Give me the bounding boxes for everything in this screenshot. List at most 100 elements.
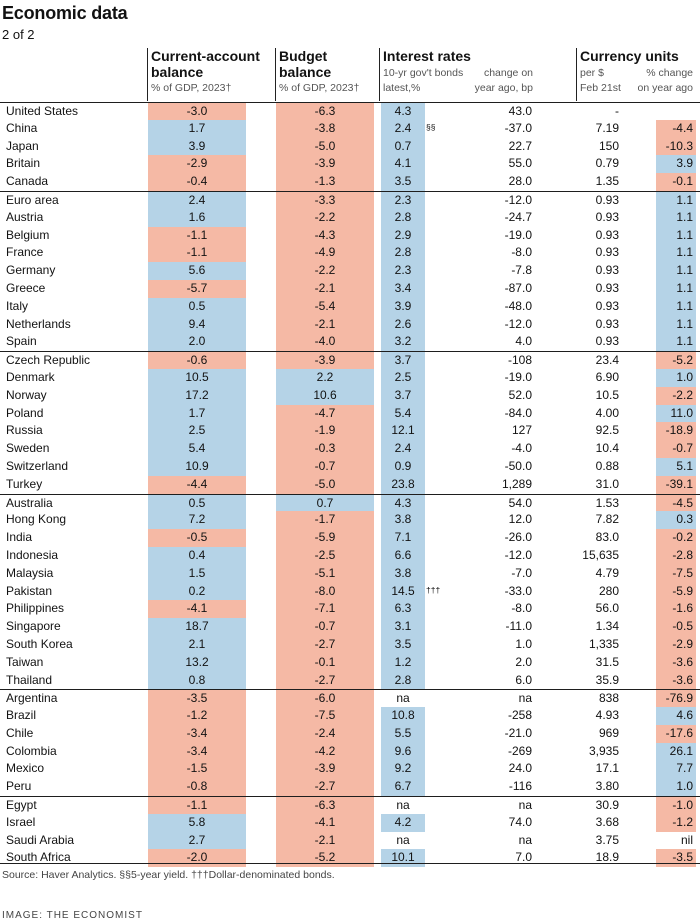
budget-balance-value: -0.3: [276, 440, 374, 458]
footnote-mark: [426, 511, 456, 529]
currency-per-dollar-value: 6.90: [595, 369, 619, 384]
currency-per-dollar-value: 838: [598, 691, 619, 706]
yield-change-value: -12.0: [504, 192, 532, 207]
footnote-mark: [426, 440, 456, 458]
bond-yield-value: 2.8: [381, 208, 425, 227]
budget-balance-value: -2.2: [276, 208, 374, 227]
country-name: Philippines: [6, 601, 65, 616]
current-account-value: 0.5: [148, 297, 246, 316]
currency-per-dollar-value: 1,335: [588, 636, 619, 651]
country-name: Saudi Arabia: [6, 832, 75, 847]
budget-balance-value: -2.7: [276, 671, 374, 690]
currency-change-value: 5.1: [656, 457, 696, 476]
footnote-mark: [426, 209, 456, 227]
footnote-mark: [426, 814, 456, 832]
table-row: Belgium -1.1 -4.3 2.9 -19.0 0.93 1.1: [0, 226, 700, 245]
currency-change-value: 3.9: [656, 155, 696, 174]
table-bottom-rule: [0, 863, 700, 864]
header-title: balance: [279, 64, 332, 80]
table-row: Singapore 18.7 -0.7 3.1 -11.0 1.34 -0.5: [0, 618, 700, 636]
currency-per-dollar-value: 150: [598, 138, 619, 153]
currency-per-dollar-value: 280: [598, 583, 619, 598]
currency-per-dollar-value: 4.93: [595, 708, 619, 723]
country-name: China: [6, 120, 38, 135]
footnote-mark: [426, 547, 456, 565]
current-account-value: 2.7: [148, 831, 246, 850]
country-name: Norway: [6, 387, 47, 402]
currency-change-value: -2.8: [656, 546, 696, 565]
bond-yield-value: 1.2: [381, 653, 425, 672]
header-subtitle: Feb 21st: [580, 82, 621, 94]
current-account-value: 7.2: [148, 511, 246, 530]
country-name: Netherlands: [6, 316, 71, 331]
budget-balance-value: -2.1: [276, 279, 374, 298]
yield-change-value: -48.0: [504, 298, 532, 313]
bond-yield-value: 2.9: [381, 226, 425, 245]
yield-change-value: -258: [507, 708, 532, 723]
bond-yield-value: 4.3: [381, 103, 425, 121]
budget-balance-value: -5.2: [276, 849, 374, 868]
bond-yield-value: 3.9: [381, 297, 425, 316]
footnote-mark: [426, 387, 456, 405]
footnote-mark: [426, 618, 456, 636]
currency-per-dollar-value: 0.88: [595, 458, 619, 473]
footnote-mark: [426, 672, 456, 690]
bond-yield-value: 3.7: [381, 386, 425, 405]
yield-change-value: -33.0: [504, 583, 532, 598]
table-row: Greece -5.7 -2.1 3.4 -87.0 0.93 1.1: [0, 279, 700, 298]
budget-balance-value: -3.3: [276, 191, 374, 210]
current-account-value: 2.4: [148, 191, 246, 210]
currency-change-value: -3.6: [656, 653, 696, 672]
country-name: Taiwan: [6, 654, 44, 669]
current-account-value: 1.7: [148, 404, 246, 423]
currency-per-dollar-value: 0.93: [595, 298, 619, 313]
footnote-mark: [426, 262, 456, 280]
currency-change-value: -2.2: [656, 386, 696, 405]
yield-change-value: -19.0: [504, 369, 532, 384]
current-account-value: -1.5: [148, 760, 246, 779]
currency-change-value: 1.1: [656, 333, 696, 352]
currency-per-dollar-value: 0.93: [595, 316, 619, 331]
yield-change-value: -7.8: [511, 263, 532, 278]
current-account-value: 10.5: [148, 368, 246, 387]
yield-change-value: -12.0: [504, 547, 532, 562]
current-account-value: -1.1: [148, 797, 246, 815]
currency-per-dollar-value: 4.79: [595, 565, 619, 580]
country-name: Greece: [6, 280, 46, 295]
yield-change-value: 28.0: [508, 174, 532, 189]
yield-change-value: 55.0: [508, 156, 532, 171]
currency-per-dollar-value: 10.4: [595, 441, 619, 456]
footnote-mark: [426, 280, 456, 298]
column-divider: [147, 48, 148, 101]
bond-yield-value: 4.2: [381, 813, 425, 832]
budget-balance-value: -4.7: [276, 404, 374, 423]
currency-change-value: 1.1: [656, 315, 696, 334]
table-row: United States -3.0 -6.3 4.3 43.0 -: [0, 102, 700, 121]
page-title: Economic data: [2, 3, 128, 23]
footnote-mark: [426, 760, 456, 778]
bond-yield-value: 6.3: [381, 600, 425, 619]
budget-balance-value: -2.5: [276, 546, 374, 565]
table-row: China 1.7 -3.8 2.4 §§ -37.0 7.19 -4.4: [0, 119, 700, 138]
current-account-value: 5.8: [148, 813, 246, 832]
budget-balance-value: -4.0: [276, 333, 374, 352]
image-credit: IMAGE: THE ECONOMIST: [2, 910, 143, 918]
country-name: Turkey: [6, 476, 43, 491]
table-row: Britain -2.9 -3.9 4.1 55.0 0.79 3.9: [0, 155, 700, 174]
footnote-mark: [426, 690, 456, 708]
current-account-value: -1.2: [148, 707, 246, 725]
country-name: France: [6, 245, 44, 260]
budget-balance-value: -6.3: [276, 103, 374, 121]
country-name: India: [6, 530, 33, 545]
country-name: United States: [6, 104, 79, 118]
yield-change-value: -21.0: [504, 725, 532, 740]
currency-change-value: -0.7: [656, 440, 696, 458]
bond-yield-value: 2.4: [381, 440, 425, 458]
country-name: Brazil: [6, 708, 37, 723]
header-interest-rates: Interest rates 10-yr gov't bonds change …: [383, 48, 533, 104]
currency-per-dollar-value: 56.0: [595, 601, 619, 616]
header-subtitle: latest,%: [383, 82, 421, 94]
footnote-mark: [426, 832, 456, 850]
table-row: Hong Kong 7.2 -1.7 3.8 12.0 7.82 0.3: [0, 511, 700, 530]
current-account-value: -3.0: [148, 103, 246, 121]
